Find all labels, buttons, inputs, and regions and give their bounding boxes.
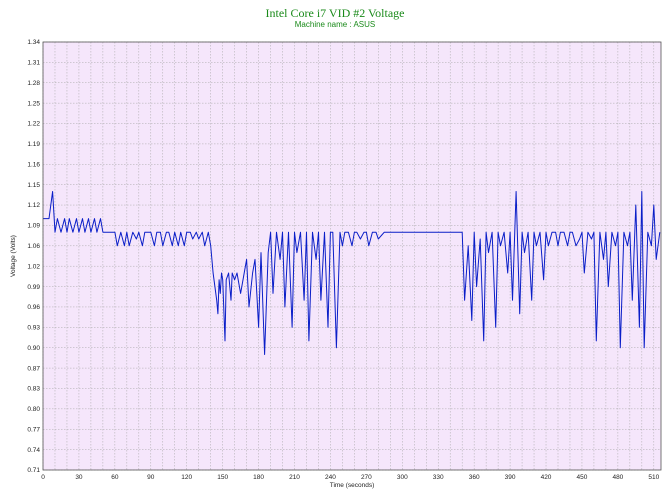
- x-tick-label: 480: [612, 474, 623, 481]
- y-tick-label: 0.99: [27, 284, 40, 291]
- y-tick-label: 1.02: [27, 263, 40, 270]
- x-tick-label: 0: [41, 474, 45, 481]
- y-tick-label: 0.96: [27, 304, 40, 311]
- x-tick-label: 270: [361, 474, 372, 481]
- y-tick-label: 1.31: [27, 60, 40, 67]
- plot-frame: [42, 41, 662, 471]
- x-tick-label: 300: [397, 474, 408, 481]
- x-axis-label: Time (seconds): [330, 482, 375, 489]
- y-tick-label: 1.12: [27, 202, 40, 209]
- y-tick-label: 0.77: [27, 426, 40, 433]
- axis-tick-labels: 0 30 60 90 120 150 180 210 240 270 300 330 360 390 420…: [27, 39, 659, 481]
- x-tick-label: 450: [577, 474, 588, 481]
- y-tick-label: 1.34: [27, 39, 40, 46]
- x-tick-label: 210: [289, 474, 300, 481]
- plot-area: [43, 42, 661, 470]
- y-axis-label: Voltage (Volts): [10, 235, 17, 277]
- x-tick-label: 120: [181, 474, 192, 481]
- x-tick-label: 330: [433, 474, 444, 481]
- y-tick-label: 0.90: [27, 345, 40, 352]
- y-tick-label: 0.71: [27, 467, 40, 474]
- x-tick-label: 360: [469, 474, 480, 481]
- y-tick-label: 1.25: [27, 100, 40, 107]
- x-tick-label: 30: [75, 474, 83, 481]
- y-tick-label: 1.19: [27, 141, 40, 148]
- y-tick-label: 0.87: [27, 365, 40, 372]
- y-tick-label: 0.83: [27, 386, 40, 393]
- x-tick-label: 150: [217, 474, 228, 481]
- y-tick-label: 0.80: [27, 406, 40, 413]
- chart-subtitle: Machine name : ASUS: [294, 20, 376, 29]
- y-tick-label: 1.06: [27, 243, 40, 250]
- series-line-0: [43, 191, 661, 355]
- x-tick-label: 180: [253, 474, 264, 481]
- x-tick-label: 510: [648, 474, 659, 481]
- x-tick-label: 90: [147, 474, 155, 481]
- x-tick-label: 420: [541, 474, 552, 481]
- y-tick-label: 0.74: [27, 447, 40, 454]
- series-layer: [43, 191, 661, 355]
- x-tick-label: 60: [111, 474, 119, 481]
- x-tick-label: 390: [505, 474, 516, 481]
- y-tick-label: 1.28: [27, 80, 40, 87]
- y-tick-label: 1.22: [27, 121, 40, 128]
- y-tick-label: 1.16: [27, 161, 40, 168]
- y-tick-label: 1.09: [27, 223, 40, 230]
- y-tick-label: 1.15: [27, 182, 40, 189]
- x-tick-label: 240: [325, 474, 336, 481]
- chart-title: Intel Core i7 VID #2 Voltage: [265, 6, 405, 20]
- y-tick-label: 0.93: [27, 325, 40, 332]
